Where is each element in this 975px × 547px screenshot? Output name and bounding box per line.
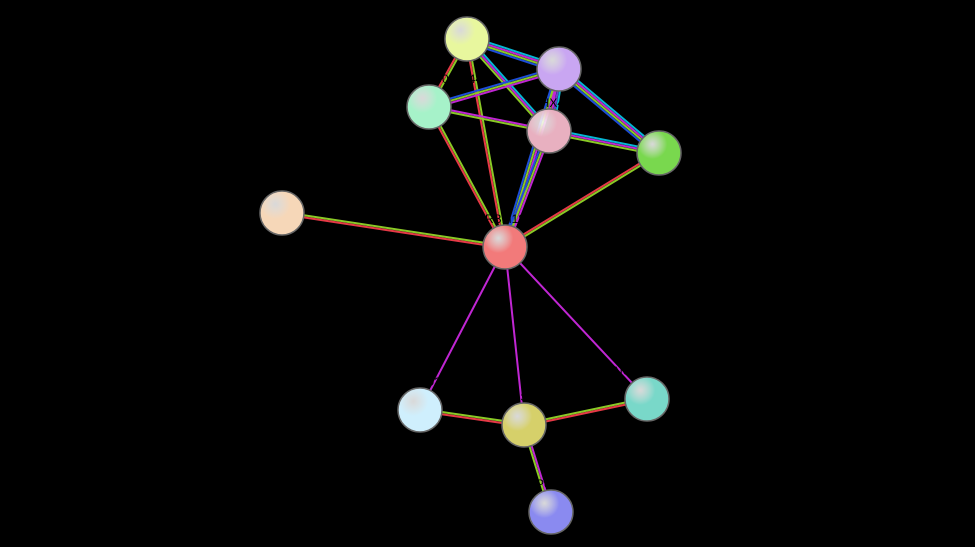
edge-LDB2-E24490 xyxy=(439,58,456,88)
node-label-LHX3: LHX3 xyxy=(544,34,574,48)
nodes-layer: LDB2LHX3ENSDNOP00000024490LHX4LDB1SRFRBM… xyxy=(260,4,714,534)
edge-LDB2-LHX3 xyxy=(489,43,539,59)
node-label-LDB2: LDB2 xyxy=(452,4,482,18)
edge-LHX4-RBM18 xyxy=(513,152,541,227)
edges-layer xyxy=(304,43,645,492)
node-LHX3[interactable]: LHX3 xyxy=(537,34,581,91)
edge-LHX3-E24490 xyxy=(451,77,539,103)
node-label-E17699: ENSDNOP00000017699 xyxy=(485,477,618,491)
edge-LHX4-LDB1 xyxy=(571,135,638,148)
edge-LHX3-E24490 xyxy=(450,75,538,101)
edge-LDB2-LHX4 xyxy=(482,55,535,114)
edge-LHX3-LDB1 xyxy=(574,86,640,142)
node-label-GSN: GSN xyxy=(511,390,537,404)
edge-SRF-RBM18 xyxy=(304,217,484,244)
edge-GSN-E17699 xyxy=(529,446,543,491)
edge-LDB2-LHX3 xyxy=(488,45,538,61)
edge-RBM18-GSN xyxy=(507,269,521,403)
edge-GSN-E02830 xyxy=(546,405,626,422)
edge-GSN-E02830 xyxy=(545,402,625,419)
protein-network-graph: LDB2LHX3ENSDNOP00000024490LHX4LDB1SRFRBM… xyxy=(0,0,975,547)
edge-LDB1-RBM18 xyxy=(524,165,640,236)
edge-LHX3-E24490 xyxy=(450,73,538,99)
edge-LHX3-LDB1 xyxy=(578,81,644,137)
edge-SRF-RBM18 xyxy=(304,215,484,242)
edge-LDB2-LHX3 xyxy=(487,49,537,65)
edge-E24490-LHX4 xyxy=(451,110,528,125)
edge-LDB2-E24490 xyxy=(441,59,458,89)
node-LDB1[interactable]: LDB1 xyxy=(637,118,681,175)
node-GSN[interactable]: GSN xyxy=(502,390,546,447)
node-label-LDB1: LDB1 xyxy=(644,118,674,132)
edge-LDB2-LHX3 xyxy=(488,47,538,63)
edge-LHX4-RBM18 xyxy=(511,151,539,226)
edge-GSN-E17699 xyxy=(532,446,546,491)
edge-LDB1-RBM18 xyxy=(523,164,639,235)
edge-LHX3-LDB1 xyxy=(577,82,643,138)
edge-LHX3-LDB1 xyxy=(575,84,641,140)
node-E02830[interactable]: ENSDNOP00000002830 xyxy=(581,364,714,421)
node-TMOD3[interactable]: TMOD3 xyxy=(398,375,442,432)
node-LDB2[interactable]: LDB2 xyxy=(445,4,489,61)
edge-RBM18-E02830 xyxy=(520,263,632,383)
edge-RBM18-TMOD3 xyxy=(430,267,495,391)
edge-E24490-LHX4 xyxy=(450,112,527,127)
node-SRF[interactable]: SRF xyxy=(260,178,304,235)
node-label-SRF: SRF xyxy=(270,178,294,192)
node-E17699[interactable]: ENSDNOP00000017699 xyxy=(485,477,618,534)
node-label-E02830: ENSDNOP00000002830 xyxy=(581,364,714,378)
